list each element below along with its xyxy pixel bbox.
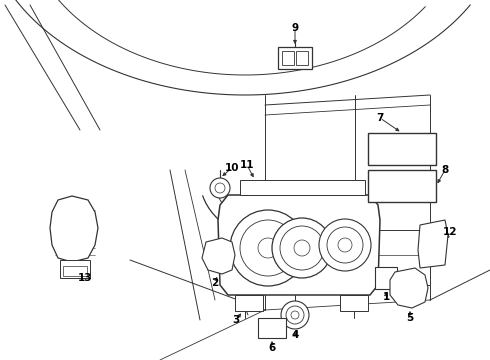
Bar: [278, 47, 312, 69]
Bar: [340, 295, 368, 311]
Bar: [240, 180, 365, 195]
Circle shape: [286, 306, 304, 324]
Bar: [368, 133, 436, 165]
Circle shape: [281, 301, 309, 329]
Polygon shape: [50, 196, 98, 262]
Circle shape: [327, 227, 363, 263]
Bar: [63, 266, 87, 276]
Text: 5: 5: [406, 313, 414, 323]
Polygon shape: [202, 238, 235, 274]
Circle shape: [210, 178, 230, 198]
Circle shape: [258, 238, 278, 258]
Circle shape: [272, 218, 332, 278]
Text: 3: 3: [232, 315, 240, 325]
Bar: [368, 170, 436, 202]
Circle shape: [388, 174, 398, 184]
Polygon shape: [390, 268, 428, 308]
Text: 2: 2: [211, 278, 219, 288]
Circle shape: [230, 210, 306, 286]
Text: 11: 11: [240, 160, 254, 170]
Bar: [60, 260, 90, 278]
Circle shape: [294, 240, 310, 256]
Circle shape: [418, 142, 430, 154]
Polygon shape: [218, 195, 380, 295]
Circle shape: [291, 311, 299, 319]
Bar: [258, 318, 286, 338]
Text: 13: 13: [78, 273, 92, 283]
Text: 12: 12: [443, 227, 457, 237]
Circle shape: [403, 281, 417, 295]
Circle shape: [266, 322, 278, 334]
Circle shape: [410, 186, 422, 198]
Circle shape: [375, 174, 385, 184]
Bar: [375, 267, 397, 289]
Circle shape: [240, 220, 296, 276]
Text: 9: 9: [292, 23, 298, 33]
Bar: [358, 230, 430, 285]
Bar: [235, 295, 263, 311]
Text: 7: 7: [376, 113, 384, 123]
Text: 1: 1: [382, 292, 390, 302]
Text: 10: 10: [225, 163, 239, 173]
Text: 6: 6: [269, 343, 275, 353]
Text: 4: 4: [292, 330, 299, 340]
Circle shape: [421, 145, 427, 151]
Circle shape: [338, 238, 352, 252]
Polygon shape: [418, 220, 448, 268]
Bar: [296, 51, 308, 65]
Text: 8: 8: [441, 165, 449, 175]
Bar: [282, 51, 294, 65]
Circle shape: [215, 183, 225, 193]
Circle shape: [319, 219, 371, 271]
Circle shape: [280, 226, 324, 270]
